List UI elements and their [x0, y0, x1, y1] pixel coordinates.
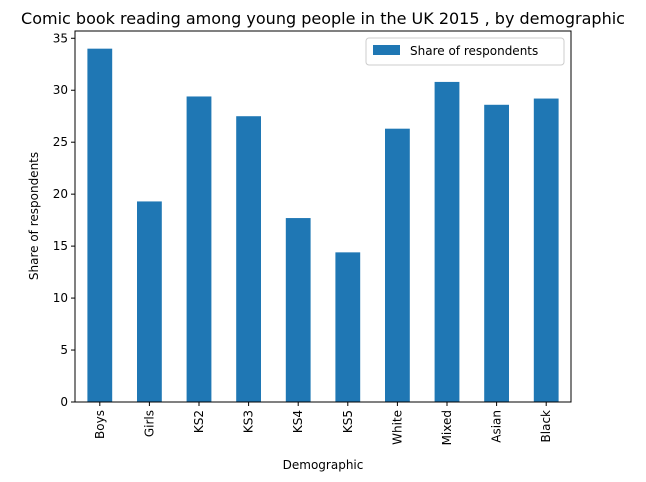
- bar-ks4: [285, 218, 311, 402]
- bar-white: [385, 128, 410, 402]
- y-axis-ticks: 0 5 10 15 20 25 30 35: [53, 31, 75, 409]
- chart-title: Comic book reading among young people in…: [21, 9, 625, 28]
- x-tick-label: Asian: [490, 410, 504, 443]
- x-tick-label: KS2: [192, 410, 206, 433]
- legend-swatch: [373, 45, 400, 55]
- x-tick-label: KS5: [341, 410, 355, 433]
- legend-label: Share of respondents: [410, 44, 538, 58]
- x-tick-label: KS4: [291, 410, 305, 433]
- bar-ks5: [335, 252, 361, 402]
- legend-box: [365, 37, 565, 66]
- y-axis-label: Share of respondents: [27, 152, 41, 280]
- bar-girls: [137, 201, 162, 402]
- x-tick-label: Mixed: [440, 410, 454, 445]
- x-tick-label: KS3: [242, 410, 256, 433]
- y-tick-label: 25: [53, 135, 68, 149]
- bars-group: [87, 48, 559, 403]
- bar-mixed: [434, 81, 460, 402]
- bar-black: [533, 98, 559, 403]
- y-tick-label: 20: [53, 187, 68, 201]
- x-tick-label: Girls: [142, 410, 156, 437]
- y-tick-label: 0: [60, 395, 68, 409]
- y-tick-label: 10: [53, 291, 68, 305]
- legend: Share of respondents: [365, 37, 565, 66]
- x-tick-label: Black: [539, 410, 553, 443]
- bar-ks3: [236, 116, 261, 402]
- x-tick-label: White: [390, 410, 404, 445]
- bar-asian: [484, 104, 509, 403]
- y-tick-label: 35: [53, 31, 68, 45]
- bar-ks2: [186, 96, 212, 403]
- x-tick-label: Boys: [93, 410, 107, 439]
- bar-boys: [87, 48, 113, 403]
- y-tick-label: 5: [60, 343, 68, 357]
- x-axis-ticks: Boys Girls KS2 KS3 KS4 KS5 White Mixed Asian Blac…: [93, 402, 553, 445]
- plot-frame: [74, 30, 572, 403]
- y-tick-label: 15: [53, 239, 68, 253]
- x-axis-label: Demographic: [283, 458, 364, 472]
- y-tick-label: 30: [53, 83, 68, 97]
